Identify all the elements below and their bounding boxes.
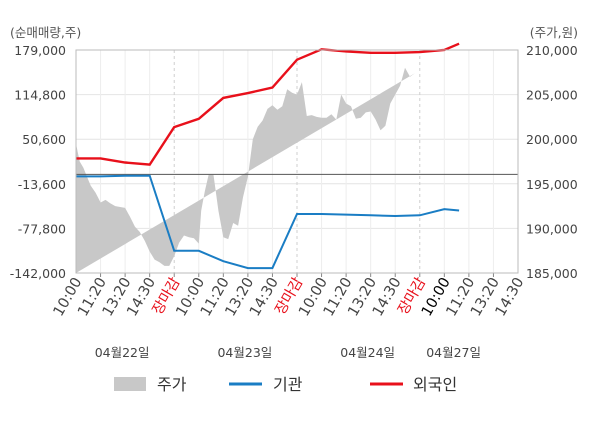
left-tick-label: -142,000: [10, 266, 66, 281]
right-tick-label: 200,000: [526, 132, 578, 147]
date-label: 04월22일: [95, 345, 150, 360]
left-tick-label: -77,800: [18, 221, 66, 236]
right-tick-label: 185,000: [526, 266, 578, 281]
right-tick-label: 210,000: [526, 43, 578, 58]
left-tick-label: -13,600: [18, 177, 66, 192]
right-tick-label: 190,000: [526, 221, 578, 236]
legend-foreign-label: 외국인: [413, 375, 457, 394]
x-axis: 10:0011:2013:2014:30장마감10:0011:2013:2014…: [51, 275, 528, 320]
price-area-series: [76, 67, 415, 273]
right-tick-label: 205,000: [526, 88, 578, 103]
date-label: 04월27일: [426, 345, 481, 360]
legend-price-swatch: [114, 377, 146, 391]
date-label: 04월24일: [340, 345, 395, 360]
legend-institution-label: 기관: [273, 375, 303, 394]
legend: 주가 기관 외국인: [114, 375, 457, 394]
right-axis: 210,000 205,000 200,000 195,000 190,000 185,0…: [526, 43, 578, 281]
institution-line-series: [76, 174, 460, 270]
left-axis-unit: (순매매량,주): [10, 25, 81, 40]
left-tick-label: 50,600: [22, 132, 66, 147]
right-axis-unit: (주가,원): [530, 25, 578, 40]
right-tick-label: 195,000: [526, 177, 578, 192]
date-labels: 04월22일 04월23일 04월24일 04월27일: [95, 345, 481, 360]
legend-price-label: 주가: [157, 375, 187, 394]
date-label: 04월23일: [217, 345, 272, 360]
foreign-line-series: [76, 42, 460, 166]
left-tick-label: 114,800: [14, 88, 66, 103]
left-tick-label: 179,000: [14, 43, 66, 58]
plot-border: [75, 49, 519, 274]
left-axis: 179,000 114,800 50,600 -13,600 -77,800 -142,0…: [10, 43, 66, 281]
